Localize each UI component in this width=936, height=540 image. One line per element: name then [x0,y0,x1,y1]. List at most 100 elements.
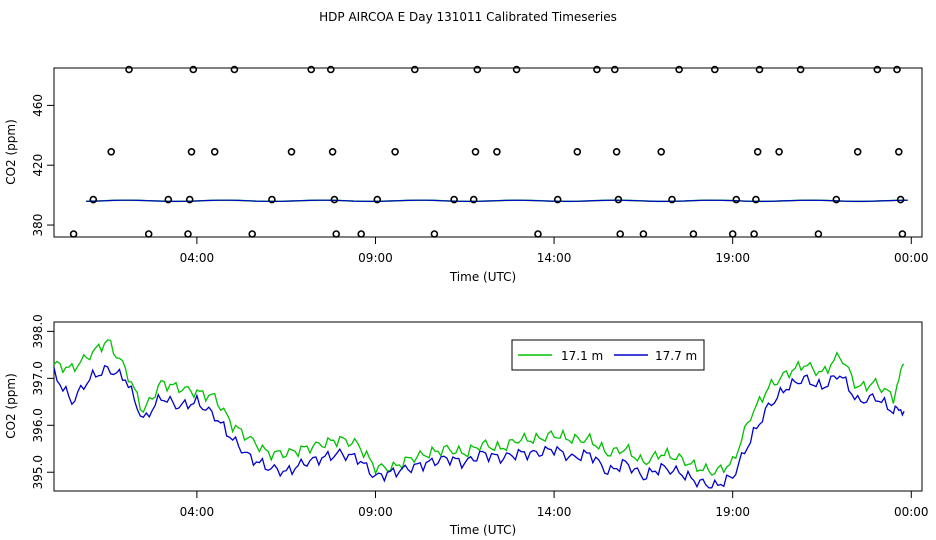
data-point [187,148,196,156]
data-point [612,148,621,156]
data-point [728,230,737,238]
data-point [373,195,382,204]
data-point [248,230,256,238]
data-point [230,65,239,74]
data-point [512,65,521,74]
data-point [430,230,439,238]
data-point [675,65,683,74]
data-point [534,230,542,238]
bottom-series-lines [53,339,905,489]
data-point [287,148,296,156]
y-tick-label: 420 [31,154,45,177]
data-point [853,148,862,156]
data-point [755,65,764,74]
data-point [307,65,316,74]
data-point [328,148,337,156]
data-point [668,195,676,204]
bottom-plot-frame [53,321,923,492]
bottom-x-axis-label: Time (UTC) [449,523,516,537]
data-point [610,65,619,74]
top-x-axis-label: Time (UTC) [449,270,516,284]
data-point [332,230,341,238]
x-tick-label: 04:00 [180,505,215,519]
data-point [689,230,698,238]
data-point [898,230,907,238]
top-plot-frame [53,67,923,238]
series-line-17-7 [86,199,908,203]
data-point [553,195,562,204]
bottom-y-axis: 395.0 396.0 397.0 398.0 [31,314,54,489]
data-point [210,148,219,156]
data-point [750,230,758,238]
top-panel: 380 420 460 04:00 09:00 14:00 19:00 00:00 Time… [4,65,929,284]
data-point [89,195,98,204]
data-point [775,148,783,156]
data-point [639,230,648,238]
data-point [873,65,882,74]
data-point [189,65,198,74]
data-point [894,148,903,156]
data-point [814,230,823,238]
data-point [614,195,623,204]
bottom-y-axis-label: CO2 (ppm) [4,373,18,439]
data-point [450,195,458,204]
data-point [144,230,153,238]
top-y-axis-label: CO2 (ppm) [4,119,18,185]
x-tick-label: 00:00 [894,505,929,519]
data-point [732,195,741,204]
x-tick-label: 09:00 [358,251,393,265]
data-point [125,65,133,74]
data-point [107,148,115,156]
data-point [893,65,901,74]
top-circles [69,65,907,238]
data-point [469,195,478,204]
data-point [657,148,666,156]
bottom-panel: 395.0 396.0 397.0 398.0 04:00 09:00 14:00 19:0… [4,314,929,537]
data-point [473,65,482,74]
series-line-17-7 [53,364,905,489]
data-point [832,195,841,204]
x-tick-label: 19:00 [715,505,750,519]
data-point [471,148,480,156]
data-point [330,195,339,204]
data-point [753,148,762,156]
y-tick-label: 460 [31,94,45,117]
data-point [410,65,419,74]
page-title: HDP AIRCOA E Day 131011 Calibrated Times… [319,10,617,24]
top-series-line [86,199,908,203]
data-point [752,195,760,204]
y-tick-label: 398.0 [31,314,45,348]
data-point [896,195,905,204]
y-tick-label: 380 [31,214,45,237]
x-tick-label: 19:00 [715,251,750,265]
data-point [69,230,78,238]
data-point [357,230,366,238]
legend-label-17-7: 17.7 m [655,349,697,363]
data-point [268,195,276,204]
x-tick-label: 09:00 [358,505,393,519]
data-point [616,230,625,238]
y-tick-label: 397.0 [31,361,45,395]
x-tick-label: 14:00 [537,251,572,265]
data-point [710,65,719,74]
legend: 17.1 m 17.7 m [511,339,705,371]
y-tick-label: 395.0 [31,455,45,489]
x-tick-label: 14:00 [537,505,572,519]
legend-label-17-1: 17.1 m [561,349,603,363]
data-point [493,148,501,156]
data-point [593,65,601,74]
series-line-17-1 [53,339,905,476]
data-point [164,195,173,204]
top-x-axis: 04:00 09:00 14:00 19:00 00:00 [180,237,929,265]
data-point [326,65,335,74]
bottom-x-axis: 04:00 09:00 14:00 19:00 00:00 [180,491,929,519]
x-tick-label: 00:00 [894,251,929,265]
data-point [796,65,805,74]
top-y-axis: 380 420 460 [31,94,54,237]
y-tick-label: 396.0 [31,408,45,442]
data-point [573,148,582,156]
x-tick-label: 04:00 [180,251,215,265]
data-point [185,195,194,204]
data-point [184,230,192,238]
